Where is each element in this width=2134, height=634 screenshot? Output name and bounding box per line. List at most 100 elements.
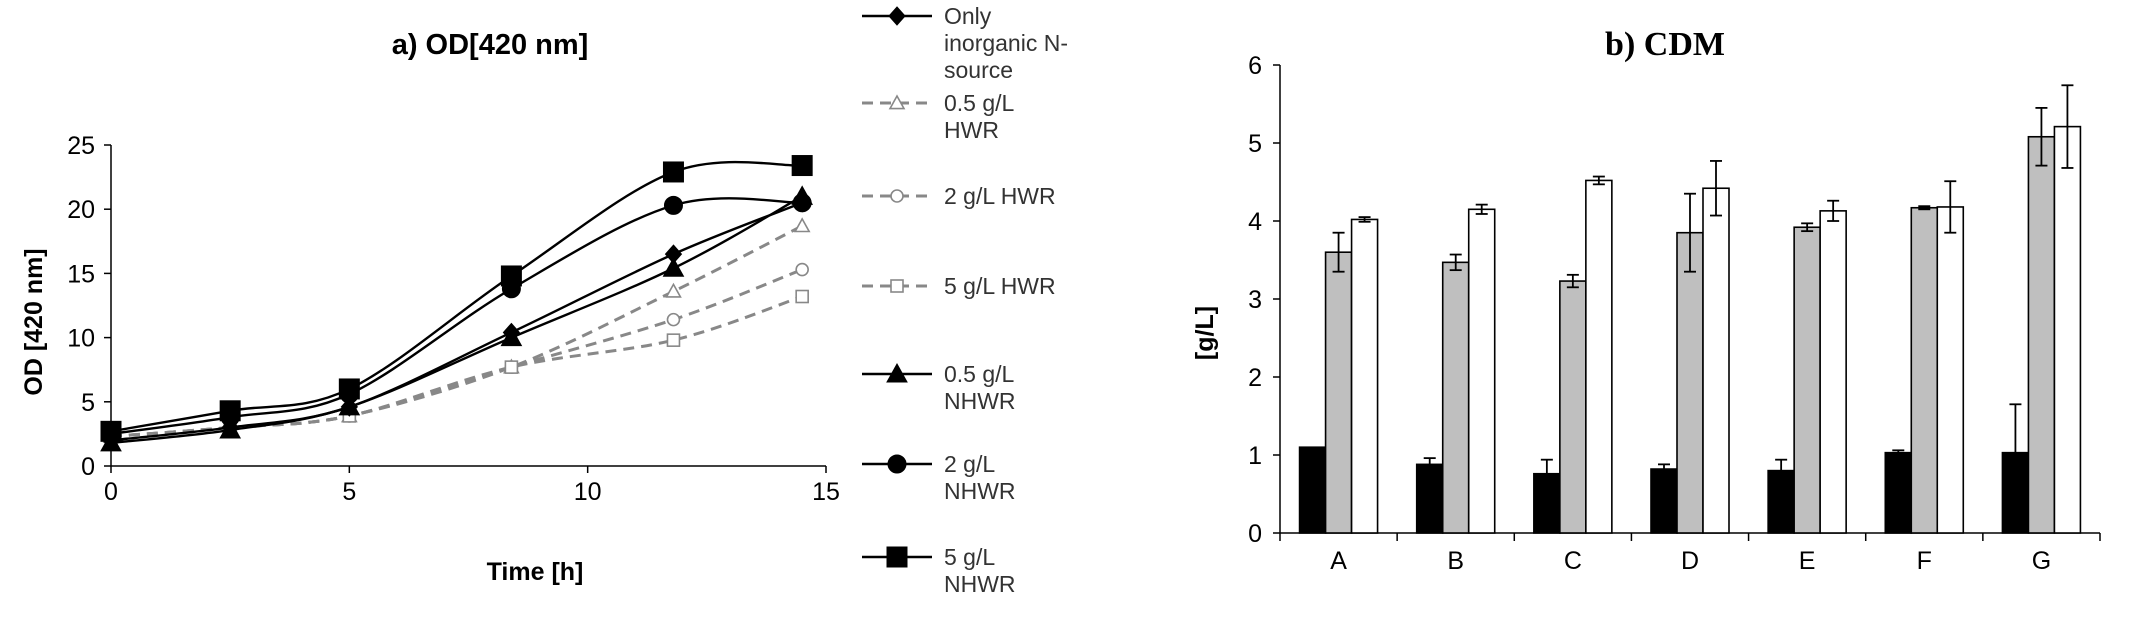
chart-b-y-tick-label: 6 (1248, 52, 1262, 80)
chart-a-data-point (100, 420, 122, 442)
chart-a-data-point (662, 257, 685, 277)
chart-b-y-tick-label: 4 (1248, 208, 1262, 236)
chart-a-series-line (110, 160, 803, 433)
chart-b-category-label: C (1564, 547, 1582, 575)
chart-a-data-point (500, 326, 523, 347)
chart-a-x-axis-label: Time [h] (487, 558, 584, 586)
chart-b-bar (1324, 251, 1353, 534)
chart-b-bar (1676, 231, 1704, 534)
chart-a-y-tick-label: 5 (81, 389, 95, 417)
chart-b-title: b) CDM (1605, 26, 1725, 63)
chart-a-legend-item: Only inorganic N-source (862, 3, 1068, 83)
chart-a-x-tick-label: 15 (812, 478, 840, 506)
chart-a-legend-item: 5 g/L NHWR (862, 544, 1016, 597)
chart-a-legend-label: 0.5 g/L HWR (944, 90, 1015, 143)
chart-b-bar (1298, 446, 1327, 534)
chart-b-bar (1793, 226, 1821, 534)
chart-a-legend-label: 5 g/L HWR (944, 273, 1056, 299)
chart-b-bar-group (1884, 180, 1965, 534)
chart-a-data-point (666, 333, 681, 347)
chart-b-bar-group (1767, 199, 1847, 534)
chart-a-legend-item: 2 g/L HWR (862, 183, 1056, 209)
chart-a-data-point (500, 265, 522, 287)
chart-a-legend: Only inorganic N-source 0.5 g/L HWR 2 g/L HW… (862, 3, 1068, 597)
chart-b-y-tick-label: 3 (1248, 286, 1262, 314)
bar-chart-cdm: b) CDM [g/L] 0 1 2 3 4 5 6 A B C D E F G (1191, 26, 2101, 575)
chart-a-data-point (792, 193, 812, 213)
chart-b-bar (1910, 206, 1939, 534)
chart-b-bar-group (1415, 203, 1496, 534)
chart-a-data-point (795, 289, 809, 304)
chart-a-legend-item: 2 g/L NHWR (862, 451, 1016, 504)
chart-b-category-label: G (2032, 547, 2051, 575)
chart-a-series-7 (100, 155, 813, 442)
chart-a-title: a) OD[420 nm] (392, 29, 589, 61)
chart-b-category-label: E (1799, 547, 1816, 575)
chart-a-y-tick-label: 10 (67, 325, 95, 353)
chart-a-series-line (110, 268, 803, 438)
chart-b-y-tick-label: 5 (1248, 130, 1262, 158)
chart-a-data-point (663, 195, 683, 215)
chart-b-category-label: D (1681, 547, 1699, 575)
chart-a-legend-item: 0.5 g/L NHWR (862, 361, 1016, 414)
chart-b-bar-group (1298, 216, 1379, 534)
chart-b-bar (1559, 280, 1587, 534)
chart-a-legend-marker (887, 454, 907, 474)
chart-a-legend-marker (890, 189, 904, 203)
chart-b-bar (1819, 210, 1847, 534)
chart-a-legend-marker (890, 279, 904, 293)
chart-a-series-6 (101, 193, 812, 444)
chart-a-series-5 (100, 185, 814, 452)
chart-a-legend-item: 5 g/L HWR (862, 273, 1056, 299)
chart-b-y-tick-label: 0 (1248, 520, 1262, 548)
chart-b-bar (1415, 463, 1444, 534)
chart-b-bar-group (1533, 175, 1613, 534)
chart-a-legend-marker (886, 546, 908, 568)
chart-a-data-point (338, 378, 360, 400)
chart-a-data-point (219, 419, 242, 439)
chart-a-legend-label: 0.5 g/L NHWR (944, 361, 1016, 414)
chart-b-bar (2027, 135, 2056, 534)
chart-a-series-line (110, 195, 803, 445)
chart-b-bar (1441, 261, 1470, 534)
chart-a-series-1 (102, 193, 811, 451)
chart-a-data-point (338, 395, 361, 416)
chart-b-bar (1350, 218, 1379, 534)
chart-b-y-axis-label: [g/L] (1191, 306, 1219, 360)
chart-b-y-tick-label: 2 (1248, 364, 1262, 392)
chart-b-bar (1936, 206, 1965, 534)
chart-a-data-point (666, 312, 681, 327)
chart-a-series-3 (104, 262, 809, 444)
chart-a-legend-marker (888, 6, 906, 26)
chart-a-y-tick-label: 0 (81, 453, 95, 481)
chart-a-series-line (110, 224, 803, 438)
chart-a-legend-label: Only inorganic N-source (944, 3, 1068, 83)
chart-a-y-tick-label: 15 (67, 260, 95, 288)
chart-a-y-tick-label: 20 (67, 196, 95, 224)
chart-a-legend-marker (888, 94, 906, 110)
chart-b-bar-group (2001, 84, 2082, 534)
chart-b-category-label: A (1330, 547, 1347, 575)
chart-a-x-tick-label: 10 (574, 478, 602, 506)
chart-b-bar (1702, 187, 1730, 534)
chart-b-bar-group (1650, 160, 1730, 534)
chart-a-data-point (791, 155, 813, 177)
chart-a-y-axis-label: OD [420 nm] (20, 248, 48, 395)
chart-a-legend-label: 5 g/L NHWR (944, 544, 1016, 597)
chart-a-data-point (793, 217, 811, 233)
chart-b-category-label: F (1917, 547, 1932, 575)
chart-a-data-point (504, 360, 519, 374)
chart-b-bar (1884, 451, 1913, 534)
chart-b-bar (1467, 208, 1496, 534)
chart-a-legend-marker (886, 362, 908, 383)
chart-a-data-point (662, 161, 684, 183)
chart-a-legend-item: 0.5 g/L HWR (862, 90, 1015, 143)
chart-b-bar (1650, 468, 1678, 534)
chart-a-x-tick-label: 0 (104, 478, 118, 506)
chart-a-data-point (219, 400, 241, 422)
chart-a-series-line (110, 201, 803, 442)
chart-b-y-tick-label: 1 (1248, 442, 1262, 470)
chart-a-legend-label: 2 g/L NHWR (944, 451, 1016, 504)
chart-b-bar (2053, 125, 2082, 534)
